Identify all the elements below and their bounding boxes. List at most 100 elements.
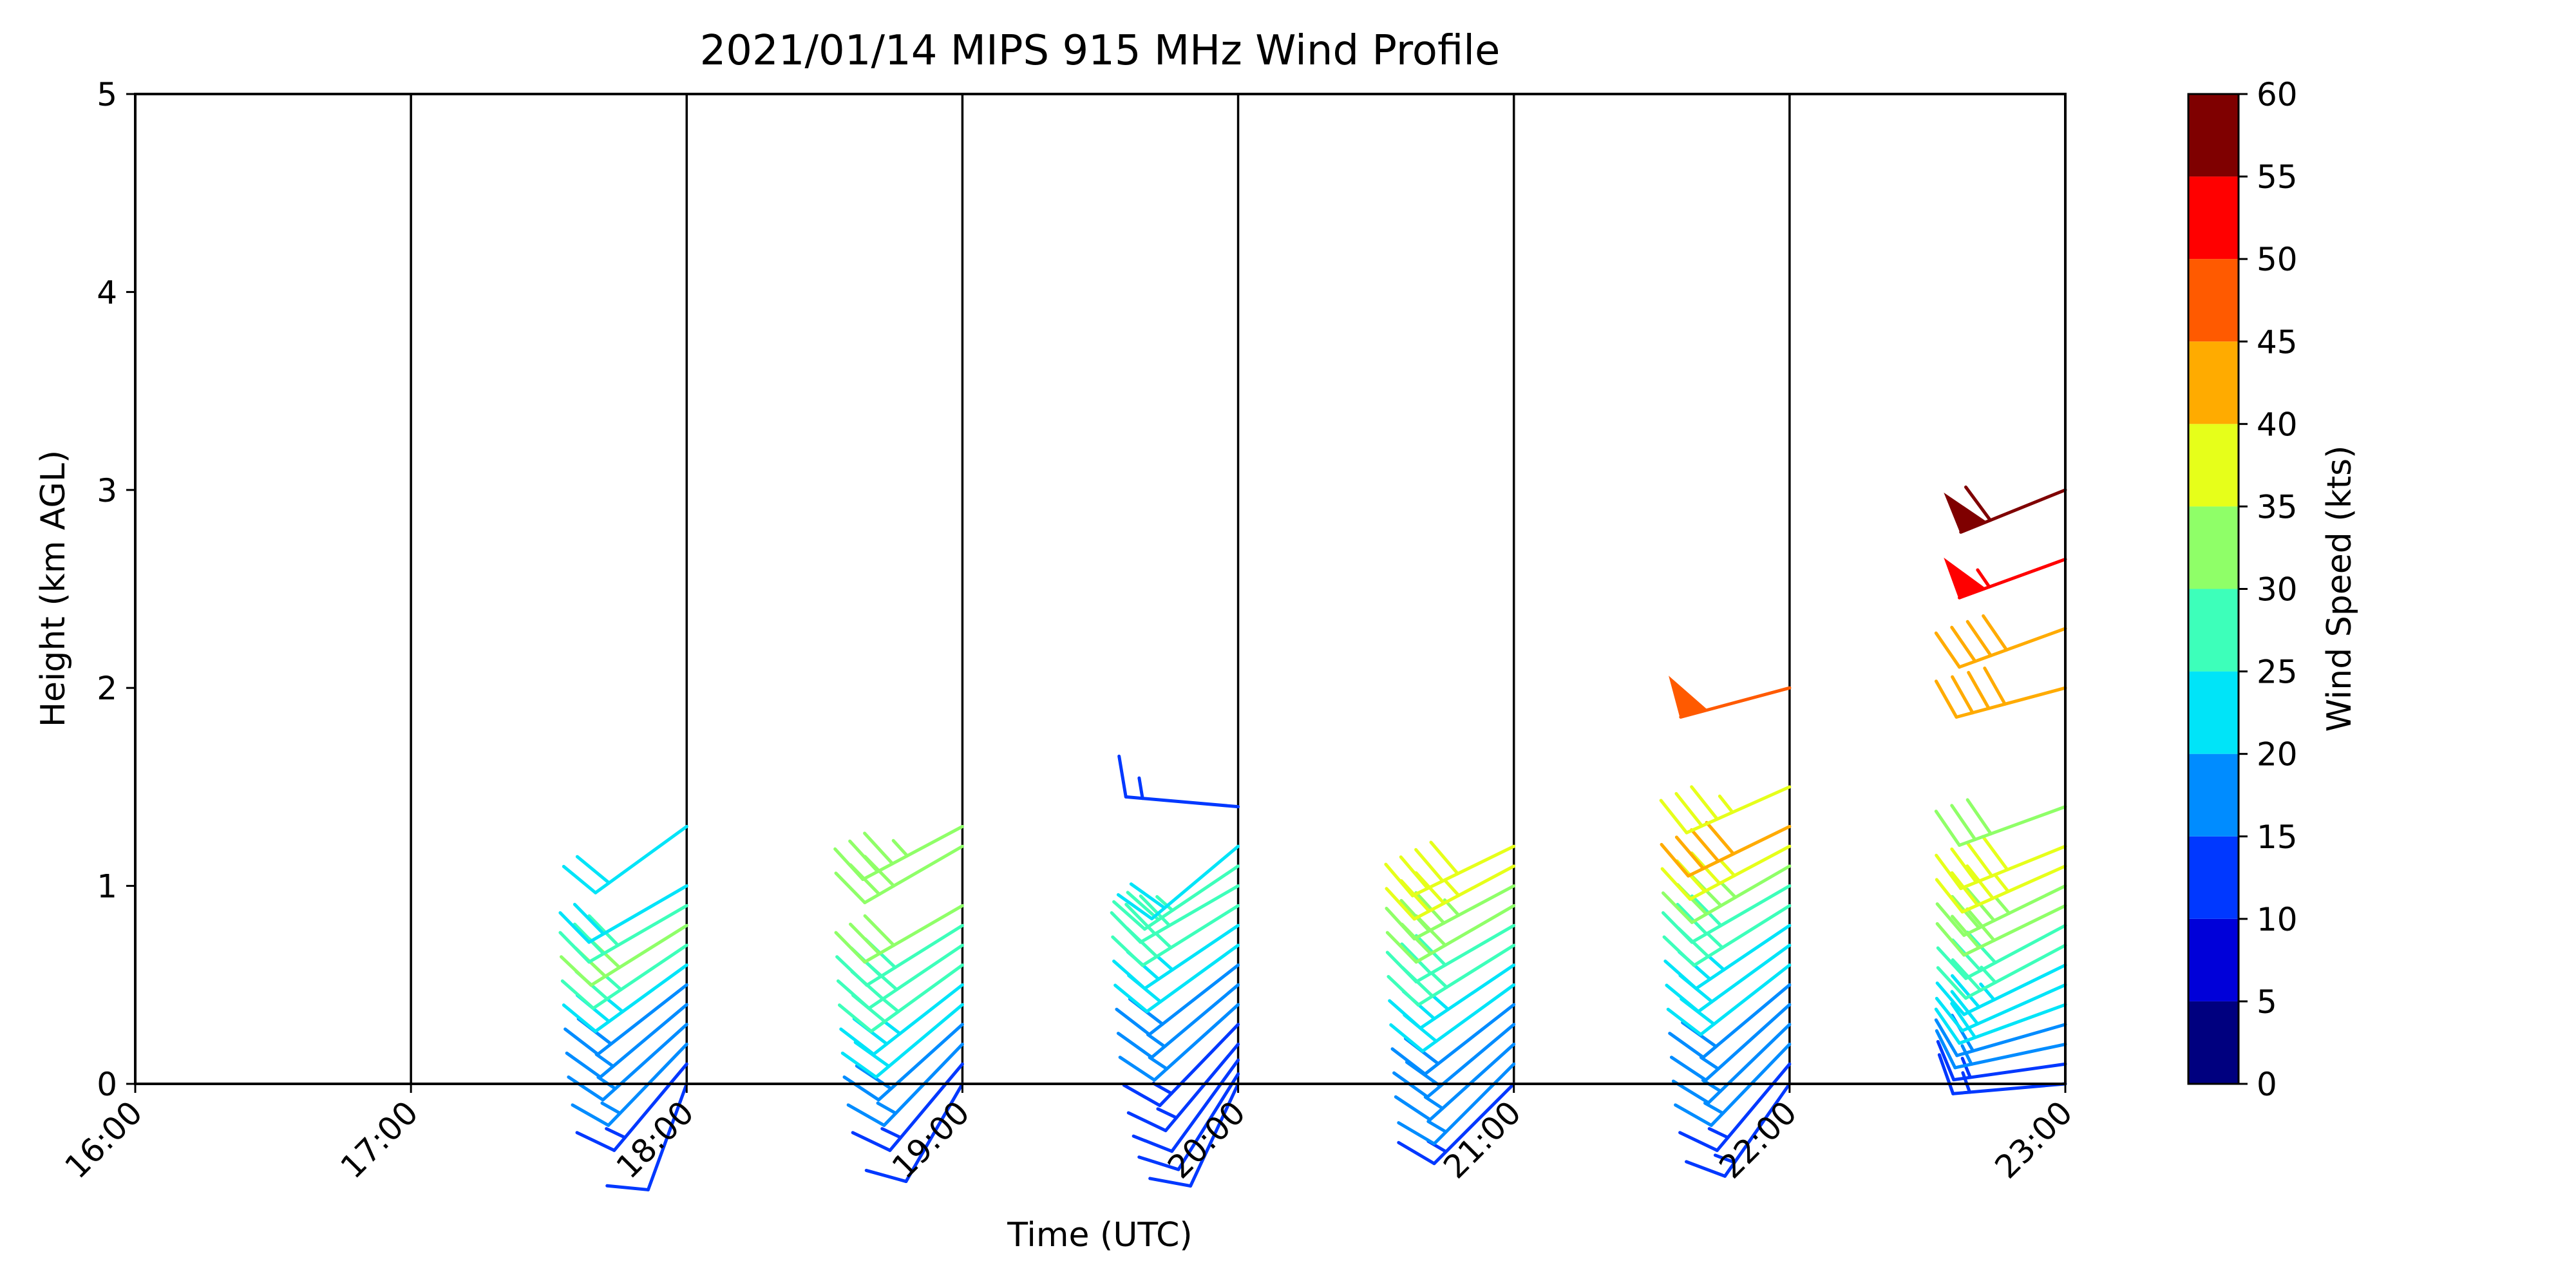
barb-shaft (587, 904, 688, 964)
wind-barb (1935, 904, 2067, 957)
barb-flag (1935, 981, 1966, 1016)
barb-flag (1934, 1007, 1962, 1045)
barb-flag (1965, 620, 1993, 658)
barb-half-flag (1146, 1032, 1166, 1048)
wind-barb (1934, 1001, 2067, 1045)
barb-flag (1674, 791, 1704, 828)
barb-flag (839, 1027, 876, 1056)
barb-flag (573, 902, 605, 936)
barb-shaft (1419, 963, 1516, 1030)
barb-half-flag (1707, 954, 1726, 972)
barb-flag (1660, 867, 1692, 901)
barb-flag (1666, 1007, 1703, 1036)
barb-flag (1951, 895, 1981, 930)
colorbar-band (2188, 1001, 2239, 1084)
wind-barb (1669, 676, 1792, 719)
barb-flag (864, 1168, 908, 1184)
barb-half-flag (1718, 794, 1734, 814)
barb-shaft (1707, 1023, 1792, 1104)
barb-flag (1388, 999, 1423, 1030)
barb-flag (1937, 1053, 1955, 1095)
barb-flag (1965, 841, 1994, 878)
barb-flag (560, 979, 595, 1010)
barb-flag (562, 1003, 598, 1033)
barb-flag (1115, 1007, 1151, 1036)
barb-shaft (598, 1003, 688, 1079)
wind-barb (1148, 1082, 1240, 1188)
x-axis-label: Time (UTC) (1007, 1216, 1192, 1255)
wind-barb (1126, 1043, 1240, 1133)
barb-flag (1116, 893, 1154, 921)
wind-barb (575, 1062, 688, 1152)
barb-flag (1662, 935, 1696, 967)
barb-shaft (1951, 1082, 2067, 1095)
barb-flag (837, 1003, 873, 1033)
barb-flag (1110, 911, 1142, 944)
colorbar-tick-label: 30 (2257, 571, 2298, 609)
barb-half-flag (1156, 1107, 1179, 1120)
barb-flag (558, 931, 591, 964)
barb-half-flag (891, 838, 909, 858)
barb-shaft (1694, 923, 1792, 990)
barb-flag (1935, 922, 1966, 957)
barb-half-flag (1993, 873, 2010, 893)
barb-shaft (1692, 904, 1792, 967)
barb-shaft (1150, 844, 1240, 921)
barb-half-flag (1960, 1044, 1973, 1066)
y-tick-label: 4 (97, 274, 117, 311)
barb-flag (1950, 1001, 1977, 1039)
wind-barb (562, 824, 688, 895)
barb-flag (1935, 902, 1966, 937)
barb-flag (1112, 959, 1146, 990)
wind-barb (1944, 485, 2067, 534)
barb-flag (575, 1131, 616, 1152)
barb-flag (835, 955, 869, 987)
barb-flag (575, 855, 611, 885)
colorbar-tick-label: 55 (2257, 158, 2298, 196)
y-tick-label: 1 (97, 868, 117, 905)
barb-flag (1661, 891, 1694, 924)
barb-shaft (1715, 1062, 1792, 1152)
barb-flag (559, 955, 593, 987)
barb-shaft (1953, 1043, 2067, 1070)
wind-barb (1384, 840, 1516, 898)
barb-flag (1132, 1134, 1174, 1153)
y-axis-label: Height (km AGL) (34, 450, 73, 727)
wind-barb (1934, 614, 2067, 669)
wind-barb (1934, 798, 2067, 847)
barb-flag (1660, 842, 1690, 878)
barb-flag (1122, 1083, 1162, 1108)
barb-flag (1112, 900, 1146, 931)
barb-shaft (863, 844, 964, 905)
barb-flag (1669, 1056, 1708, 1082)
barb-shaft (1148, 963, 1240, 1036)
wind-barb (1385, 923, 1516, 984)
wind-barb (1117, 754, 1240, 809)
wind-barb (1935, 835, 2067, 891)
barb-flag (1385, 951, 1418, 984)
barb-shaft (1414, 904, 1516, 964)
wind-barbs (558, 485, 2067, 1191)
barb-flag (1399, 898, 1431, 933)
y-tick-label: 5 (97, 76, 117, 113)
barb-half-flag (1707, 1127, 1730, 1139)
barb-flag (1137, 1155, 1180, 1171)
barb-shaft (1142, 923, 1240, 990)
barb-shaft (861, 824, 964, 882)
barb-flag (1394, 1095, 1432, 1122)
barb-shaft (1189, 1082, 1240, 1188)
barb-flag (1429, 840, 1460, 876)
barb-shaft (589, 923, 688, 987)
barb-shaft (612, 1062, 688, 1152)
barb-flag (846, 1103, 886, 1127)
colorbar: 0 5 10 15 20 25 30 35 40 45 50 55 60 (2187, 76, 2298, 1103)
barb-flag (840, 1051, 878, 1079)
wind-barb (1394, 1043, 1516, 1122)
colorbar-tick-label: 20 (2257, 736, 2298, 773)
barb-flag (836, 979, 871, 1010)
barb-shaft (1141, 904, 1240, 967)
barb-half-flag (1431, 994, 1450, 1011)
wind-barb (1678, 1062, 1792, 1152)
barb-half-flag (1426, 1119, 1448, 1134)
barb-half-flag (1994, 896, 2011, 915)
